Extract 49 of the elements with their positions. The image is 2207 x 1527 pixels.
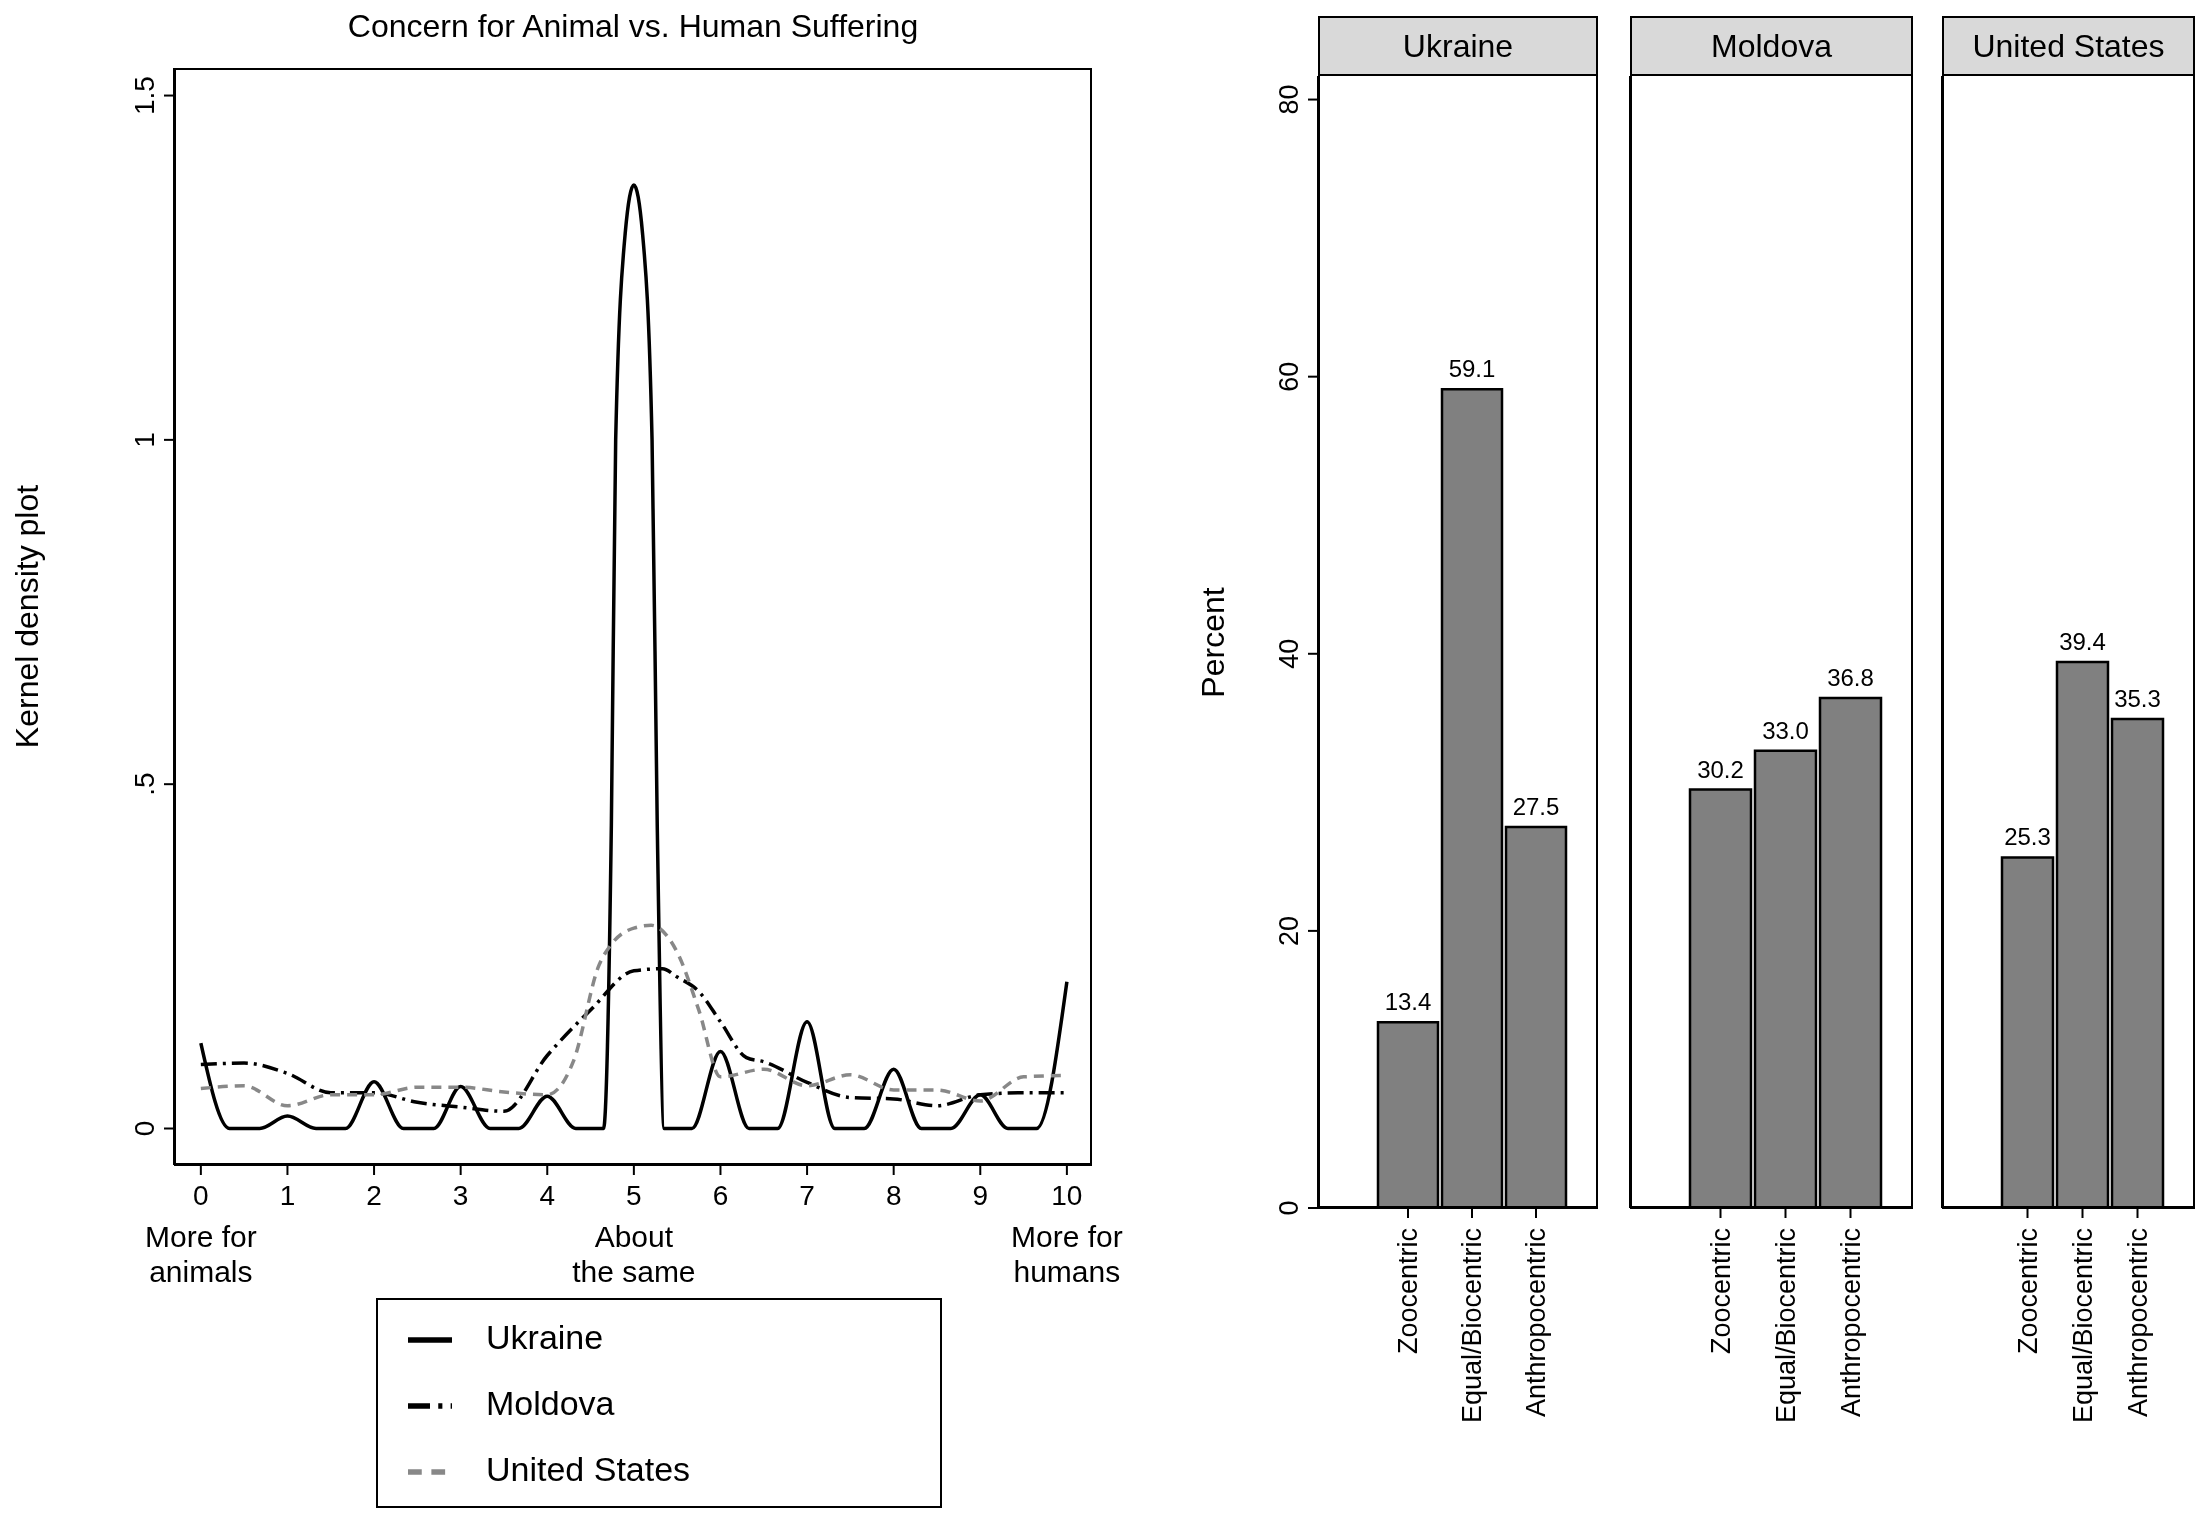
data-label: 36.8 [1827, 664, 1874, 692]
data-label: 59.1 [1448, 355, 1496, 383]
x-tick-label: 9 [972, 1180, 989, 1211]
data-label: 35.3 [2114, 684, 2161, 712]
x-tick-label: Equal/Biocentric [2067, 1228, 2098, 1424]
legend-label: United States [486, 1450, 691, 1488]
x-tick-label: 6 [712, 1180, 729, 1211]
text: More for animals [144, 1219, 258, 1289]
x-tick-label: 10 [1051, 1180, 1083, 1211]
x-tick-label: 3 [452, 1180, 469, 1211]
chart-title: Concern for Animal vs. Human Suffering [346, 8, 920, 45]
chart-title: Moldova [1630, 16, 1913, 76]
legend-label: Ukraine [486, 1318, 604, 1356]
x-tick-label: 8 [885, 1180, 902, 1211]
text: More for humans [1010, 1219, 1124, 1289]
x-tick-label: 4 [539, 1180, 556, 1211]
x-tick-label: 7 [799, 1180, 815, 1211]
y-tick-label: 1 [129, 432, 160, 448]
x-tick-label: 2 [366, 1180, 382, 1211]
x-tick-label: Equal/Biocentric [1457, 1228, 1487, 1424]
y-tick-label: 40 [1274, 638, 1304, 669]
y-tick-label: 80 [1274, 84, 1304, 115]
x-tick-label: Anthropocentric [2122, 1228, 2153, 1418]
text: About the same [571, 1219, 697, 1289]
x-tick-label: Anthropocentric [1521, 1228, 1551, 1418]
x-tick-label: 1 [279, 1180, 296, 1211]
x-tick-label: Equal/Biocentric [1770, 1228, 1801, 1424]
x-tick-label: Anthropocentric [1835, 1228, 1866, 1418]
data-label: 39.4 [2059, 628, 2106, 656]
y-tick-label: 1.5 [129, 76, 160, 116]
x-tick-label: 0 [193, 1180, 209, 1211]
data-label: 30.2 [1697, 755, 1744, 783]
y-tick-label: .5 [129, 772, 160, 796]
x-tick-label: Zoocentric [2012, 1228, 2043, 1355]
x-tick-label: Zoocentric [1393, 1228, 1423, 1355]
data-label: 27.5 [1512, 792, 1560, 820]
chart-title: United States [1942, 16, 2195, 76]
data-label: 25.3 [2004, 823, 2051, 851]
y-tick-label: 20 [1274, 915, 1304, 946]
y-axis-title: Kernel density plot [9, 484, 47, 749]
y-axis-title: Percent [1194, 586, 1232, 698]
legend-label: Moldova [486, 1384, 615, 1422]
x-tick-label: 5 [626, 1180, 642, 1211]
y-tick-label: 60 [1274, 361, 1304, 392]
chart-title: Ukraine [1318, 16, 1598, 76]
data-label: 33.0 [1762, 716, 1809, 744]
y-tick-label: 0 [129, 1120, 160, 1137]
x-tick-label: Zoocentric [1705, 1228, 1736, 1355]
data-label: 13.4 [1384, 988, 1432, 1016]
